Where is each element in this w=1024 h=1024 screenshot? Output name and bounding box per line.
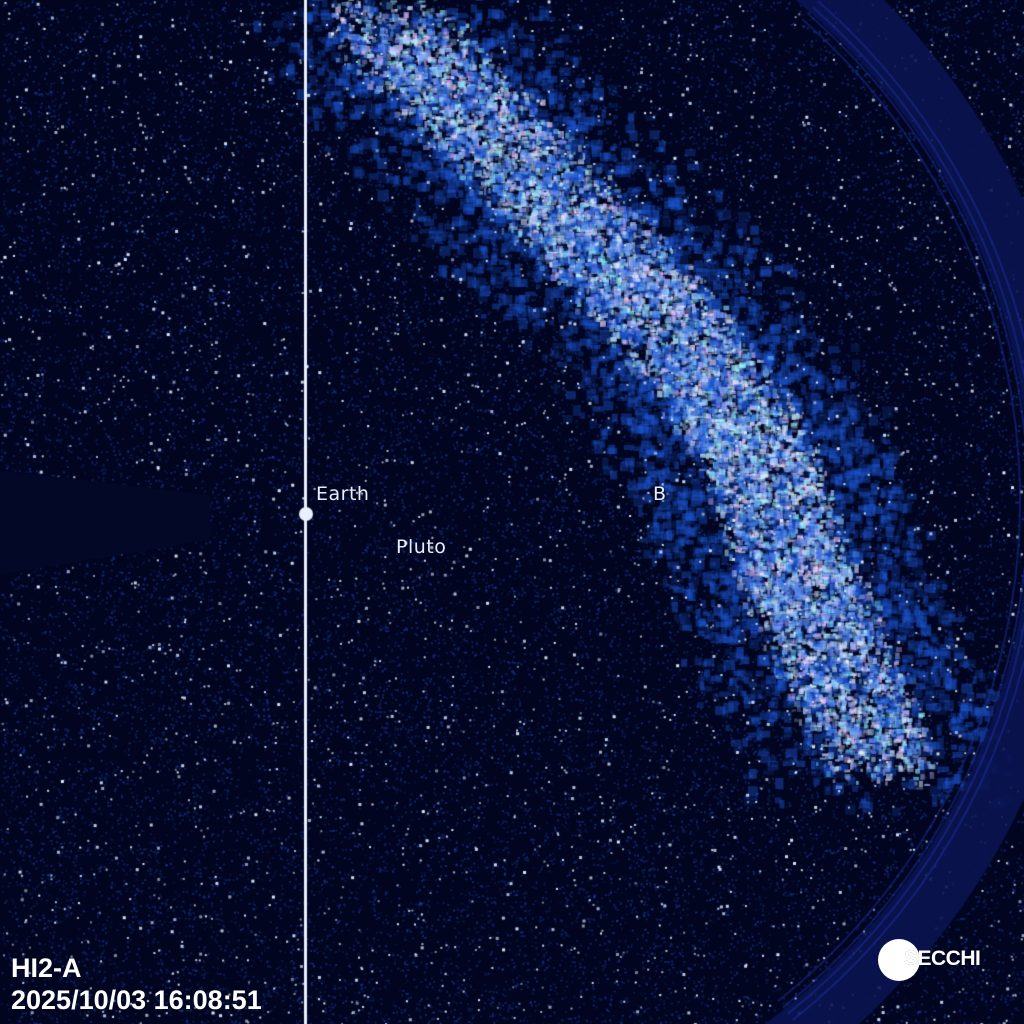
label-b: B bbox=[653, 483, 667, 505]
secchi-logo: SECCHI bbox=[878, 937, 998, 981]
timestamp: 2025/10/03 16:08:51 bbox=[11, 985, 262, 1015]
label-earth: Earth bbox=[316, 483, 370, 505]
logo-disc bbox=[878, 939, 920, 981]
instrument-name: HI2-A bbox=[11, 953, 82, 983]
logo-text: SECCHI bbox=[904, 947, 981, 970]
label-pluto: Pluto bbox=[396, 536, 447, 558]
